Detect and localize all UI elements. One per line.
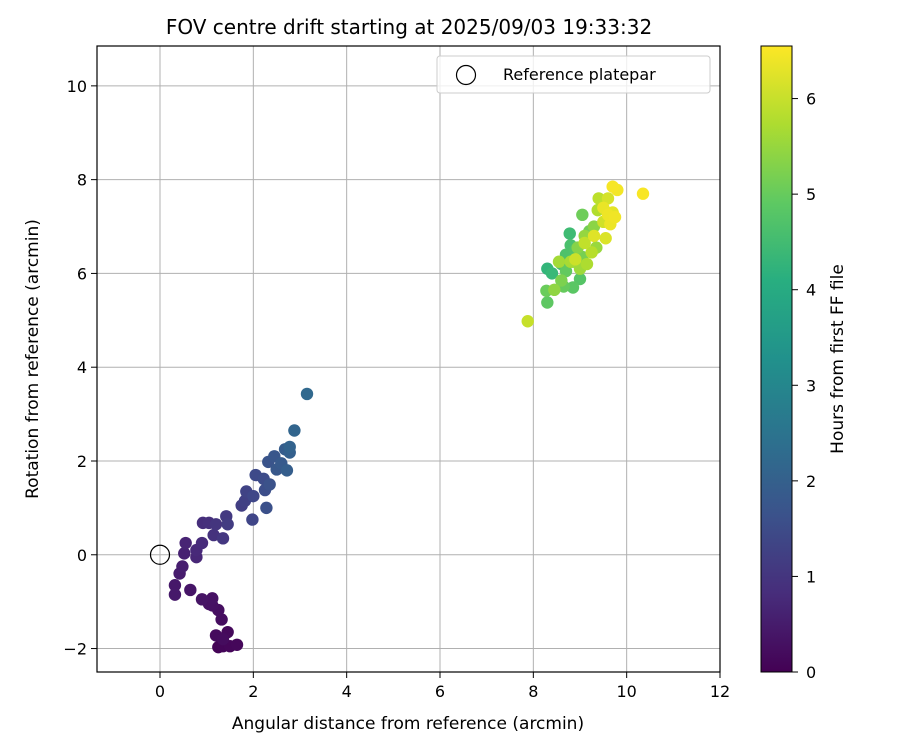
- scatter-point: [246, 513, 259, 526]
- scatter-point: [263, 478, 276, 491]
- scatter-point: [184, 583, 197, 597]
- scatter-point: [288, 424, 301, 437]
- colorbar-tick-label: 3: [806, 376, 816, 395]
- scatter-point: [221, 518, 234, 531]
- scatter-point: [541, 296, 554, 309]
- scatter-point: [566, 281, 580, 294]
- scatter-point: [521, 315, 534, 328]
- y-tick-label: 0: [77, 546, 87, 565]
- colorbar-tick-label: 5: [806, 185, 816, 204]
- x-tick-label: 0: [155, 682, 165, 701]
- scatter-point: [195, 536, 209, 550]
- legend: Reference platepar: [436, 55, 711, 94]
- plot-frame: [96, 45, 721, 673]
- y-axis-label: Rotation from reference (arcmin): [23, 219, 43, 499]
- scatter-point: [592, 192, 605, 205]
- y-axis: −2 0 2 4 6 8 10: [63, 77, 97, 659]
- scatter-point: [599, 232, 612, 245]
- scatter-point: [215, 613, 228, 626]
- x-tick-label: 6: [435, 682, 445, 701]
- scatter-point: [168, 588, 182, 601]
- scatter-point: [545, 267, 559, 280]
- scatter-point: [260, 501, 273, 515]
- scatter-point: [601, 192, 615, 205]
- colorbar: 0 1 2 3 4 5 6 Hours from first FF file: [760, 45, 848, 682]
- scatter-point: [209, 518, 223, 531]
- scatter-point: [283, 440, 296, 454]
- chart-title: FOV centre drift starting at 2025/09/03 …: [166, 15, 652, 39]
- x-tick-label: 8: [528, 682, 538, 701]
- scatter-point: [585, 246, 598, 259]
- scatter-point: [207, 528, 220, 542]
- y-tick-label: 2: [77, 452, 87, 471]
- x-tick-label: 2: [248, 682, 258, 701]
- colorbar-tick-label: 1: [806, 567, 816, 586]
- colorbar-tick-label: 6: [806, 90, 816, 109]
- scatter-points: [168, 180, 650, 654]
- scatter-point: [569, 253, 582, 266]
- colorbar-tick-label: 4: [806, 281, 816, 300]
- scatter-point: [206, 592, 219, 605]
- scatter-point: [247, 489, 260, 503]
- colorbar-ticks: 0 1 2 3 4 5 6: [792, 90, 816, 682]
- scatter-point: [179, 536, 192, 550]
- y-tick-label: −2: [63, 640, 87, 659]
- scatter-point: [195, 593, 209, 606]
- x-tick-label: 4: [342, 682, 352, 701]
- scatter-point: [555, 274, 568, 287]
- scatter-point: [216, 632, 230, 646]
- scatter-point: [559, 264, 573, 278]
- scatter-point: [606, 180, 619, 193]
- scatter-point: [168, 579, 182, 592]
- scatter-point: [576, 208, 589, 222]
- grid-lines: [97, 46, 721, 672]
- scatter-point: [587, 220, 601, 233]
- scatter-point: [230, 638, 244, 652]
- legend-marker: [455, 64, 477, 86]
- colorbar-label: Hours from first FF file: [828, 264, 848, 454]
- scatter-point: [280, 464, 294, 477]
- colorbar-tick-label: 0: [806, 663, 816, 682]
- y-tick-label: 8: [77, 171, 87, 190]
- scatter-point: [563, 227, 576, 240]
- reference-platepar-marker: [149, 544, 171, 565]
- legend-entry: Reference platepar: [503, 65, 656, 84]
- scatter-point: [548, 283, 561, 297]
- scatter-point: [573, 272, 587, 286]
- legend-box: [436, 55, 711, 94]
- scatter-point: [176, 560, 189, 573]
- x-axis-label: Angular distance from reference (arcmin): [232, 714, 584, 734]
- scatter-point: [587, 229, 601, 243]
- scatter-point: [580, 257, 594, 271]
- y-tick-label: 10: [67, 77, 87, 96]
- x-tick-label: 12: [710, 682, 730, 701]
- scatter-point: [636, 187, 650, 200]
- x-axis: 0 2 4 6 8 10 12: [155, 672, 730, 701]
- y-tick-label: 4: [77, 358, 87, 377]
- reference-marker-layer: [149, 544, 171, 565]
- colorbar-gradient: [760, 45, 793, 673]
- x-tick-label: 10: [616, 682, 636, 701]
- scatter-point: [578, 236, 591, 250]
- colorbar-tick-label: 2: [806, 472, 816, 491]
- scatter-point: [552, 255, 566, 268]
- scatter-point: [300, 387, 314, 401]
- y-tick-label: 6: [77, 264, 87, 283]
- scatter-point: [178, 547, 191, 560]
- scatter-point: [216, 532, 230, 545]
- scatter-point: [608, 210, 622, 224]
